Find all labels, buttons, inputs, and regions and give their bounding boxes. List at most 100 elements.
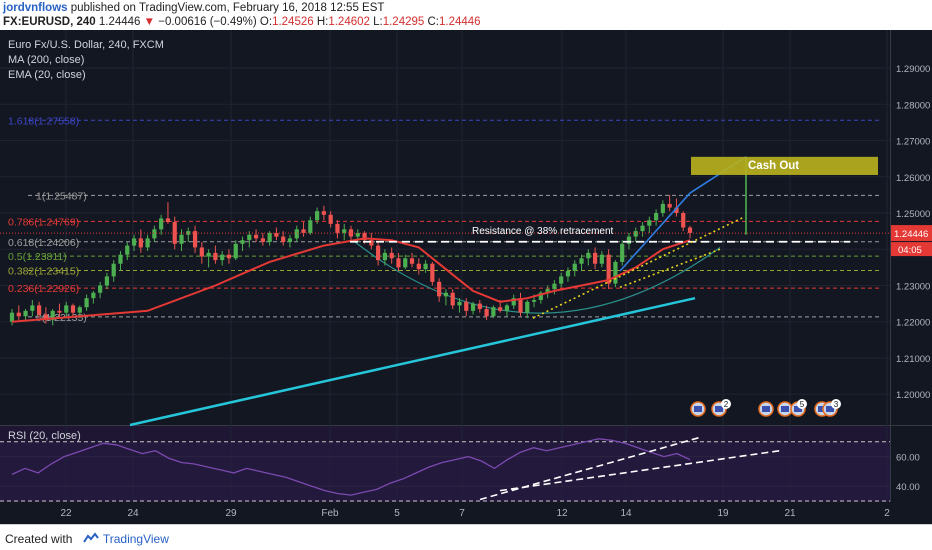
candle-body[interactable]: [599, 254, 604, 264]
rsi-trendline-2[interactable]: [499, 449, 781, 492]
candle-body[interactable]: [470, 303, 476, 311]
candle-body[interactable]: [592, 252, 598, 264]
candle-body[interactable]: [16, 312, 21, 317]
candle-body[interactable]: [647, 220, 652, 226]
candle-body[interactable]: [552, 283, 557, 290]
candle-body[interactable]: [199, 247, 204, 257]
tradingview-brand[interactable]: TradingView: [102, 532, 169, 546]
candle-body[interactable]: [409, 258, 415, 264]
candle-body[interactable]: [98, 285, 103, 293]
author-link[interactable]: jordvnflows: [3, 2, 68, 14]
candle-body[interactable]: [145, 238, 150, 248]
candle-body[interactable]: [545, 289, 550, 293]
candle-body[interactable]: [267, 232, 272, 242]
candle-body[interactable]: [314, 211, 320, 221]
ema20-path[interactable]: [11, 237, 691, 323]
price-axis[interactable]: 1.200001.210001.220001.230001.240001.250…: [891, 64, 932, 401]
projection-leg-1[interactable]: [619, 192, 691, 272]
candle-body[interactable]: [301, 229, 306, 233]
current-price-tag[interactable]: [891, 225, 932, 242]
candle-body[interactable]: [403, 258, 408, 268]
candle-body[interactable]: [274, 232, 279, 237]
candle-body[interactable]: [653, 213, 659, 221]
candle-body[interactable]: [531, 299, 537, 302]
candle-body[interactable]: [30, 305, 35, 311]
candle-body[interactable]: [450, 292, 455, 306]
candle-body[interactable]: [118, 254, 123, 264]
trend-drawings[interactable]: Resistance @ 38% retracement Cash Out: [0, 156, 890, 319]
candle-body[interactable]: [538, 292, 543, 300]
candle-body[interactable]: [165, 218, 171, 223]
time-axis[interactable]: 22 24 29 Feb 5 7 12 14 19 21 2: [60, 508, 890, 519]
candle-body[interactable]: [253, 234, 259, 239]
candle-body[interactable]: [192, 231, 198, 248]
candle-body[interactable]: [464, 301, 469, 311]
candle-body[interactable]: [640, 225, 645, 232]
candle-body[interactable]: [382, 252, 388, 261]
candle-body[interactable]: [362, 232, 367, 241]
candle-body[interactable]: [287, 238, 293, 242]
candle-body[interactable]: [206, 252, 211, 257]
candle-body[interactable]: [572, 263, 577, 271]
candle-body[interactable]: [84, 298, 89, 308]
candle-body[interactable]: [613, 261, 618, 284]
candle-body[interactable]: [606, 254, 611, 284]
candle-body[interactable]: [525, 301, 530, 313]
chart-canvas[interactable]: 0(1.22135)0.236(1.22926)0.382(1.23415)0.…: [0, 30, 932, 524]
candle-body[interactable]: [369, 240, 374, 246]
candle-body[interactable]: [484, 309, 489, 317]
candle-body[interactable]: [667, 203, 672, 208]
candle-body[interactable]: [559, 276, 564, 284]
candle-body[interactable]: [437, 281, 442, 297]
candle-body[interactable]: [355, 232, 360, 237]
support-trendline-1[interactable]: [532, 215, 746, 319]
candle-body[interactable]: [220, 254, 225, 261]
candle-body[interactable]: [396, 258, 401, 268]
candle-body[interactable]: [687, 227, 693, 233]
candle-body[interactable]: [104, 276, 110, 286]
candle-body[interactable]: [64, 305, 69, 313]
rsi-line[interactable]: [11, 438, 691, 496]
candle-body[interactable]: [423, 263, 428, 270]
candle-body[interactable]: [57, 310, 62, 313]
candle-body[interactable]: [321, 211, 326, 215]
candle-body[interactable]: [443, 292, 449, 297]
candle-body[interactable]: [233, 243, 238, 259]
event-count-badge[interactable]: [721, 399, 731, 409]
candle-body[interactable]: [70, 305, 76, 313]
candle-body[interactable]: [9, 312, 15, 322]
candle-body[interactable]: [681, 213, 686, 228]
candle-body[interactable]: [586, 252, 591, 259]
candle-body[interactable]: [633, 231, 638, 237]
cup-arc[interactable]: [354, 241, 721, 314]
candle-body[interactable]: [281, 236, 286, 242]
candle-body[interactable]: [498, 307, 503, 311]
event-badges[interactable]: 2 5 3: [690, 399, 841, 417]
candle-body[interactable]: [660, 203, 665, 214]
candle-body[interactable]: [342, 229, 347, 233]
fibonacci-retracement[interactable]: 0(1.22135)0.236(1.22926)0.382(1.23415)0.…: [8, 115, 880, 324]
candle-body[interactable]: [226, 254, 232, 259]
candle-body[interactable]: [125, 245, 130, 255]
candle-body[interactable]: [77, 307, 82, 313]
candle-body[interactable]: [579, 258, 584, 264]
indicator-ema20-label[interactable]: EMA (20, close): [8, 69, 86, 81]
candle-body[interactable]: [620, 243, 625, 262]
ema20-line[interactable]: [11, 237, 691, 323]
candle-body[interactable]: [457, 301, 462, 306]
candle-body[interactable]: [328, 214, 333, 224]
candle-body[interactable]: [240, 240, 245, 244]
ma200-path[interactable]: [129, 296, 696, 427]
candle-body[interactable]: [335, 223, 340, 233]
indicator-ma200-label[interactable]: MA (200, close): [8, 54, 84, 66]
candle-body[interactable]: [294, 229, 299, 239]
event-count-badge[interactable]: [797, 399, 807, 409]
candle-body[interactable]: [111, 263, 116, 277]
event-count-badge[interactable]: [831, 399, 841, 409]
ma200-line[interactable]: [129, 296, 696, 427]
cash-out-box[interactable]: [691, 156, 878, 175]
candle-body[interactable]: [430, 263, 435, 282]
candle-body[interactable]: [376, 245, 381, 261]
candle-body[interactable]: [260, 238, 265, 242]
candle-body[interactable]: [565, 270, 571, 277]
